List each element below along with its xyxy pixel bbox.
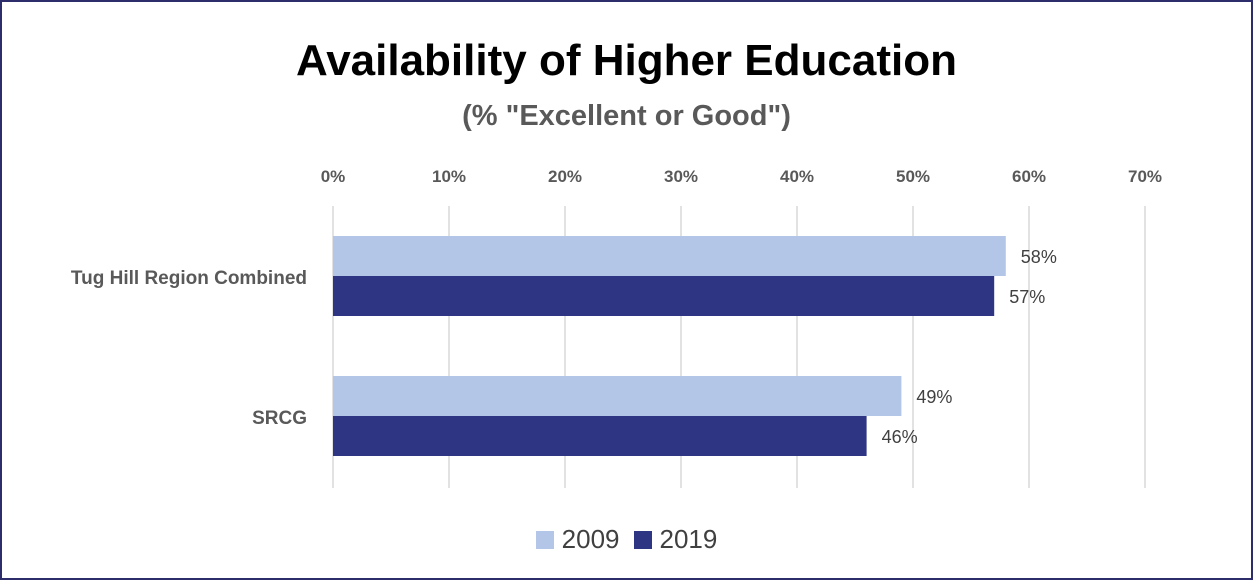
chart-title: Availability of Higher Education bbox=[296, 36, 957, 85]
chart-legend: 2009 2019 bbox=[0, 524, 1253, 555]
x-tick-label: 20% bbox=[548, 167, 582, 186]
legend-item-2009: 2009 bbox=[535, 524, 620, 555]
legend-swatch-2009 bbox=[535, 530, 554, 549]
x-tick-label: 50% bbox=[896, 167, 930, 186]
bar-2009-1 bbox=[333, 376, 902, 416]
x-tick-label: 60% bbox=[1012, 167, 1046, 186]
bar-2019-1 bbox=[333, 416, 867, 456]
bar-2019-0 bbox=[333, 276, 995, 316]
data-label: 46% bbox=[882, 427, 918, 447]
data-label: 57% bbox=[1009, 287, 1045, 307]
x-tick-label: 10% bbox=[432, 167, 466, 186]
data-label: 49% bbox=[916, 387, 952, 407]
bar-2009-0 bbox=[333, 236, 1006, 276]
legend-swatch-2019 bbox=[633, 530, 652, 549]
chart-subtitle: (% "Excellent or Good") bbox=[462, 100, 791, 132]
x-tick-label: 40% bbox=[780, 167, 814, 186]
legend-label-2009: 2009 bbox=[561, 524, 620, 554]
legend-item-2019: 2019 bbox=[633, 524, 718, 555]
x-tick-label: 70% bbox=[1128, 167, 1162, 186]
x-tick-label: 0% bbox=[321, 167, 346, 186]
x-tick-label: 30% bbox=[664, 167, 698, 186]
legend-label-2019: 2019 bbox=[659, 524, 718, 554]
category-label: Tug Hill Region Combined bbox=[71, 268, 307, 289]
data-label: 58% bbox=[1021, 247, 1057, 267]
category-label: SRCG bbox=[252, 408, 307, 429]
